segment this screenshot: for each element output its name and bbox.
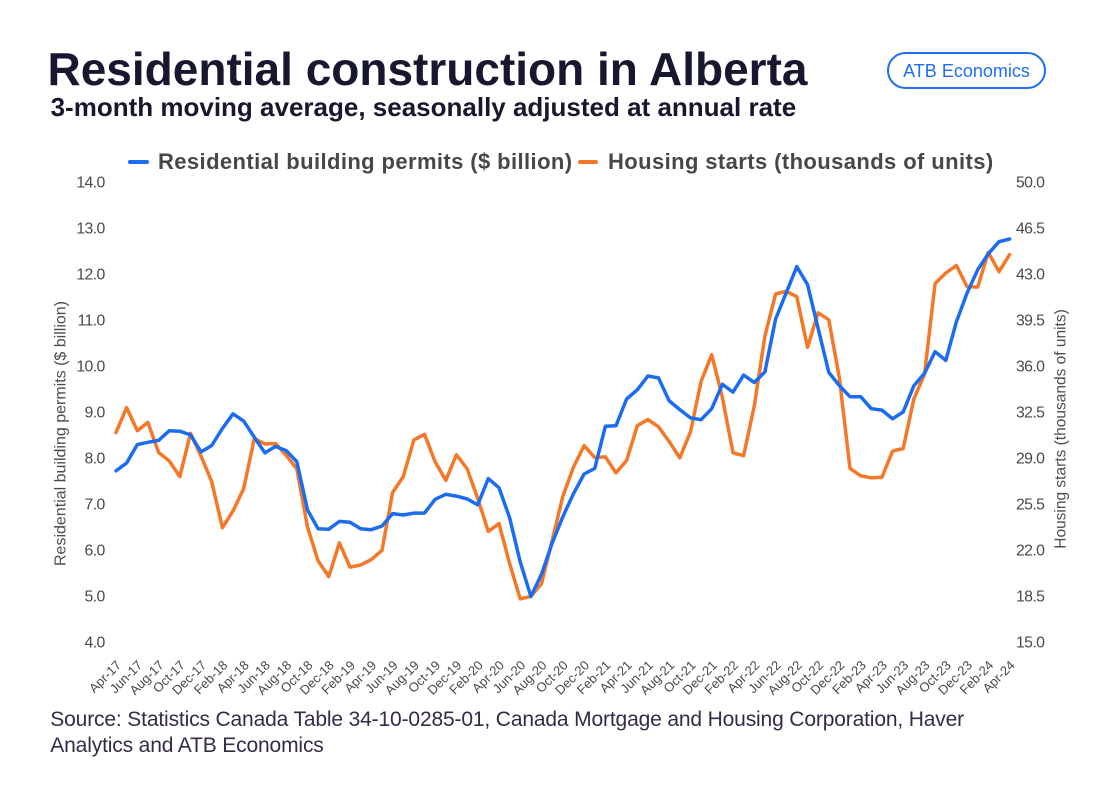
svg-text:6.0: 6.0 bbox=[85, 542, 106, 559]
svg-text:8.0: 8.0 bbox=[85, 450, 106, 467]
svg-text:50.0: 50.0 bbox=[1016, 174, 1045, 191]
svg-text:22.0: 22.0 bbox=[1016, 542, 1045, 559]
svg-text:13.0: 13.0 bbox=[76, 220, 105, 237]
svg-text:Housing starts (thousands of u: Housing starts (thousands of units) bbox=[1053, 309, 1070, 549]
svg-text:15.0: 15.0 bbox=[1016, 634, 1045, 651]
svg-text:36.0: 36.0 bbox=[1016, 358, 1045, 375]
svg-text:25.5: 25.5 bbox=[1016, 496, 1045, 513]
svg-text:39.5: 39.5 bbox=[1016, 312, 1045, 329]
svg-text:43.0: 43.0 bbox=[1016, 266, 1045, 283]
svg-text:Residential building permits (: Residential building permits ($ billion) bbox=[53, 301, 70, 566]
svg-text:10.0: 10.0 bbox=[76, 358, 105, 375]
svg-text:14.0: 14.0 bbox=[76, 174, 105, 191]
svg-text:46.5: 46.5 bbox=[1016, 220, 1045, 237]
svg-text:18.5: 18.5 bbox=[1016, 588, 1045, 605]
svg-text:5.0: 5.0 bbox=[85, 588, 106, 605]
svg-text:32.5: 32.5 bbox=[1016, 404, 1045, 421]
svg-text:7.0: 7.0 bbox=[85, 496, 106, 513]
svg-text:9.0: 9.0 bbox=[85, 404, 106, 421]
svg-text:4.0: 4.0 bbox=[85, 634, 106, 651]
svg-text:29.0: 29.0 bbox=[1016, 450, 1045, 467]
svg-text:12.0: 12.0 bbox=[76, 266, 105, 283]
svg-text:11.0: 11.0 bbox=[78, 312, 106, 329]
